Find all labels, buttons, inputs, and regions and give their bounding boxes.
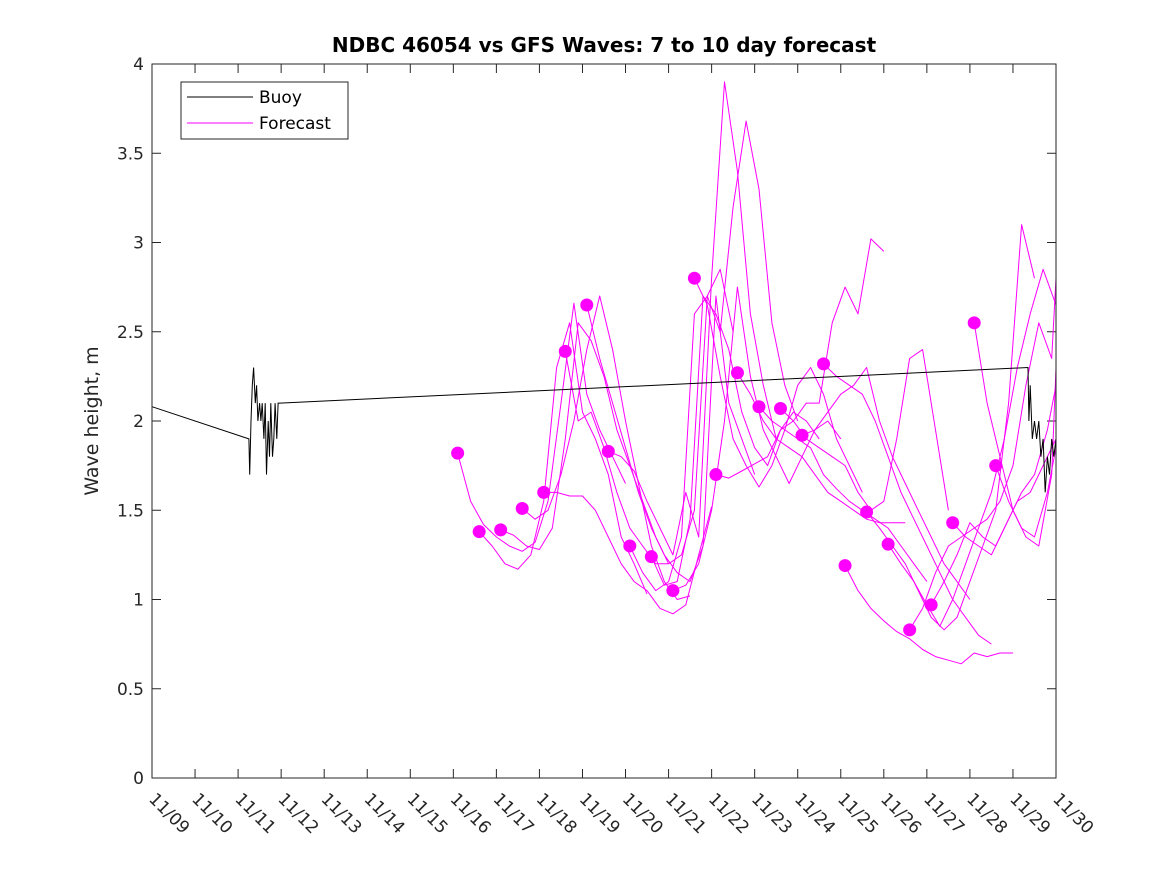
forecast-line-8 <box>629 120 799 592</box>
legend-box <box>180 81 349 140</box>
forecast-start-point-23 <box>946 516 960 530</box>
y-tick-label: 1.5 <box>117 501 144 521</box>
forecast-line-23 <box>952 438 1057 556</box>
forecast-line-21 <box>909 278 1057 631</box>
forecast-line-17 <box>823 363 992 645</box>
buoy-series-line <box>151 366 1057 493</box>
forecast-line-15 <box>780 349 949 511</box>
y-tick-label: 0.5 <box>117 680 144 700</box>
forecast-start-point-18 <box>838 559 852 573</box>
forecast-start-point-25 <box>989 459 1003 473</box>
forecast-line-3 <box>521 295 691 600</box>
forecast-line-13 <box>736 372 906 524</box>
plot-area <box>152 64 1056 778</box>
y-tick-label: 1 <box>133 591 144 611</box>
forecast-start-markers <box>451 271 1003 637</box>
legend-buoy-label: Buoy <box>259 88 302 108</box>
forecast-start-point-22 <box>924 598 938 612</box>
forecast-start-point-3 <box>515 501 529 515</box>
y-axis-label: Wave height, m <box>81 346 103 495</box>
forecast-start-point-4 <box>537 485 551 499</box>
legend-forecast-label: Forecast <box>259 114 331 134</box>
forecast-start-point-10 <box>666 584 680 598</box>
forecast-line-7 <box>608 81 777 556</box>
forecast-start-point-1 <box>472 525 486 539</box>
forecast-line-0 <box>457 302 626 552</box>
y-tick-label: 2 <box>133 412 144 432</box>
y-tick-label: 4 <box>133 55 144 75</box>
forecast-line-14 <box>758 406 928 582</box>
forecast-start-point-19 <box>860 505 874 519</box>
forecast-start-point-7 <box>601 444 615 458</box>
forecast-start-point-0 <box>451 446 465 460</box>
legend: Buoy Forecast <box>180 81 349 140</box>
forecast-start-point-21 <box>903 623 917 637</box>
forecast-line-25 <box>995 447 1057 538</box>
forecast-start-point-17 <box>817 357 831 371</box>
forecast-line-4 <box>543 491 713 615</box>
forecast-start-point-9 <box>644 550 658 564</box>
forecast-line-9 <box>650 295 820 586</box>
forecast-line-12 <box>715 238 885 479</box>
forecast-line-6 <box>586 295 756 583</box>
forecast-line-11 <box>693 277 863 493</box>
forecast-start-point-13 <box>730 366 744 380</box>
forecast-start-point-8 <box>623 539 637 553</box>
y-tick-label: 2.5 <box>117 323 144 343</box>
forecast-start-point-20 <box>881 537 895 551</box>
forecast-start-point-16 <box>795 428 809 442</box>
forecast-start-point-2 <box>494 523 508 537</box>
y-tick-labels: 0 0.5 1 1.5 2 2.5 3 3.5 4 <box>117 55 144 789</box>
forecast-line-18 <box>844 565 1013 665</box>
forecast-start-point-24 <box>967 316 981 330</box>
forecast-start-point-14 <box>752 400 766 414</box>
forecast-start-point-5 <box>558 344 572 358</box>
forecast-start-point-15 <box>773 402 787 416</box>
y-tick-label: 3.5 <box>117 144 144 164</box>
plot-frame <box>151 63 1057 779</box>
y-tick-label: 0 <box>133 769 144 789</box>
buoy-line <box>151 366 1057 493</box>
forecast-line-19 <box>866 224 1035 631</box>
y-tick-label: 3 <box>133 234 144 254</box>
forecast-line-1 <box>478 322 648 595</box>
forecast-series-lines <box>457 81 1057 665</box>
forecast-start-point-12 <box>709 468 723 482</box>
forecast-start-point-6 <box>580 298 594 312</box>
forecast-start-point-11 <box>687 271 701 285</box>
forecast-line-20 <box>887 268 1057 627</box>
chart-title: NDBC 46054 vs GFS Waves: 7 to 10 day for… <box>332 33 877 57</box>
